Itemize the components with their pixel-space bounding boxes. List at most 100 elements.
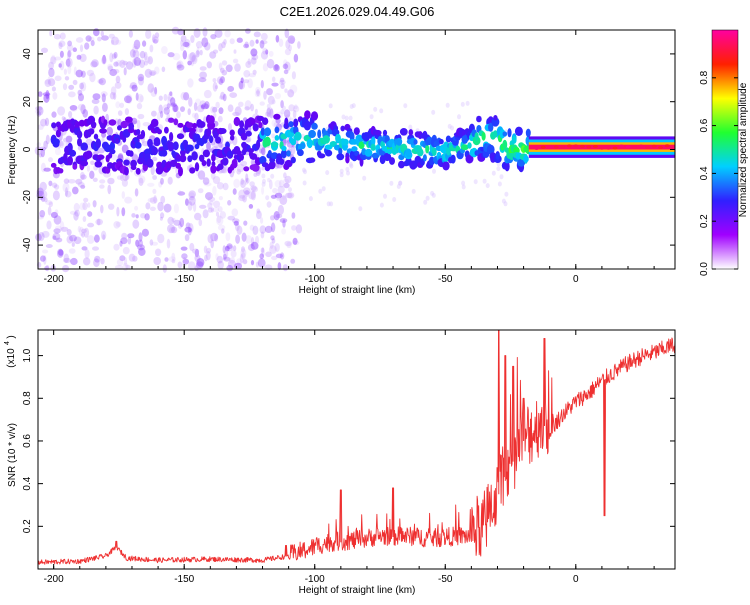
spectral-blob xyxy=(180,44,185,52)
spectral-blob xyxy=(176,64,185,71)
spectral-blob xyxy=(247,243,255,252)
spectral-blob xyxy=(107,184,112,195)
spectral-blob xyxy=(328,103,333,109)
spectral-blob xyxy=(329,201,334,207)
spectral-blob xyxy=(72,186,79,195)
band-peak xyxy=(664,144,670,148)
spectral-blob xyxy=(163,104,169,111)
spectral-blob xyxy=(244,106,250,111)
spectral-blob xyxy=(38,232,45,241)
ridge-point xyxy=(274,126,280,134)
spectral-blob xyxy=(259,40,265,49)
spectral-blob xyxy=(244,100,252,111)
band-peak xyxy=(632,146,637,150)
spectral-blob xyxy=(214,85,218,90)
spectral-blob xyxy=(194,112,199,121)
spectral-blob xyxy=(182,50,187,60)
ridge-point xyxy=(156,129,162,135)
y-tick-label: 20 xyxy=(22,96,33,108)
spectral-blob xyxy=(251,237,255,247)
spectral-blob xyxy=(158,181,163,188)
spectral-blob xyxy=(99,179,106,184)
spectral-blob xyxy=(119,255,126,262)
spectral-blob xyxy=(256,210,262,220)
ridge-point xyxy=(243,166,250,172)
ridge-point xyxy=(273,113,281,120)
spectral-blob xyxy=(292,109,297,119)
spectral-blob xyxy=(408,124,413,130)
spectral-blob xyxy=(202,209,209,219)
spectral-blob xyxy=(223,249,229,259)
spectral-blob xyxy=(62,83,68,91)
spectral-blob xyxy=(286,241,292,249)
ridge-point xyxy=(431,147,437,156)
spectral-blob xyxy=(232,218,240,224)
band-peak xyxy=(619,144,624,148)
ridge-point xyxy=(202,149,210,158)
spectral-blob xyxy=(183,92,190,101)
spectral-blob xyxy=(180,35,187,43)
snr-frame xyxy=(37,329,676,570)
spectral-blob xyxy=(63,257,71,263)
spectral-blob xyxy=(188,195,196,206)
spectral-blob xyxy=(224,245,230,252)
spectral-blob xyxy=(258,144,266,155)
ridge-point xyxy=(374,129,382,136)
spectral-blob xyxy=(209,200,214,206)
ridge-point xyxy=(304,110,311,120)
spectral-blob xyxy=(59,221,65,231)
ridge-point xyxy=(215,136,222,144)
ridge-point xyxy=(239,120,245,129)
ridge-point xyxy=(108,152,113,159)
spectral-blob xyxy=(200,104,205,110)
spectral-blob xyxy=(212,49,219,54)
spectral-blob xyxy=(188,190,196,198)
spectral-blob xyxy=(132,45,139,54)
spectral-blob xyxy=(248,204,254,209)
ridge-point xyxy=(51,122,57,129)
spectral-blob xyxy=(65,58,71,67)
spectral-blob xyxy=(261,186,265,195)
spectral-blob xyxy=(69,105,78,111)
ridge-point xyxy=(128,150,134,157)
ridge-point xyxy=(80,160,89,167)
spectral-blob xyxy=(197,170,206,180)
colorbar-ticks: 0.0 0.2 0.4 0.6 0.8 xyxy=(699,29,739,276)
spectral-blob xyxy=(167,224,175,234)
spectral-blob xyxy=(67,40,72,47)
ridge-point xyxy=(207,121,216,130)
spectral-blob xyxy=(250,190,256,201)
spectral-blob xyxy=(87,211,93,217)
ridge-point xyxy=(173,118,179,126)
ridge-point xyxy=(197,121,206,128)
ridge-point xyxy=(461,144,469,151)
spectral-blob xyxy=(54,147,61,156)
spectral-blob xyxy=(281,228,286,235)
spectral-blob xyxy=(271,133,276,139)
spectral-blob xyxy=(119,102,125,109)
spectral-blob xyxy=(269,245,277,254)
spectral-blob xyxy=(392,197,397,202)
spectral-blob xyxy=(51,111,57,118)
spectral-blob xyxy=(188,261,196,271)
spectral-blob xyxy=(53,33,61,40)
spectral-blob xyxy=(115,75,121,84)
spectral-blob xyxy=(57,106,66,116)
spectral-blob xyxy=(245,136,252,143)
spectral-blob xyxy=(161,46,168,54)
snr-xlabel: Height of straight line (km) xyxy=(299,585,416,596)
spectral-blob xyxy=(75,69,84,78)
ridge-point xyxy=(230,135,235,141)
spectral-blob xyxy=(185,198,189,206)
spectral-blob xyxy=(259,253,265,260)
ridge-point xyxy=(422,154,427,162)
ridge-point xyxy=(280,149,287,159)
spectral-blob xyxy=(238,80,246,90)
spectral-blob xyxy=(219,211,226,219)
ridge-point xyxy=(274,135,280,141)
ridge-point xyxy=(187,155,193,163)
spectral-blob xyxy=(279,195,288,205)
ridge-point xyxy=(311,122,318,130)
spectral-blob xyxy=(187,201,193,211)
spectral-blob xyxy=(45,134,50,145)
